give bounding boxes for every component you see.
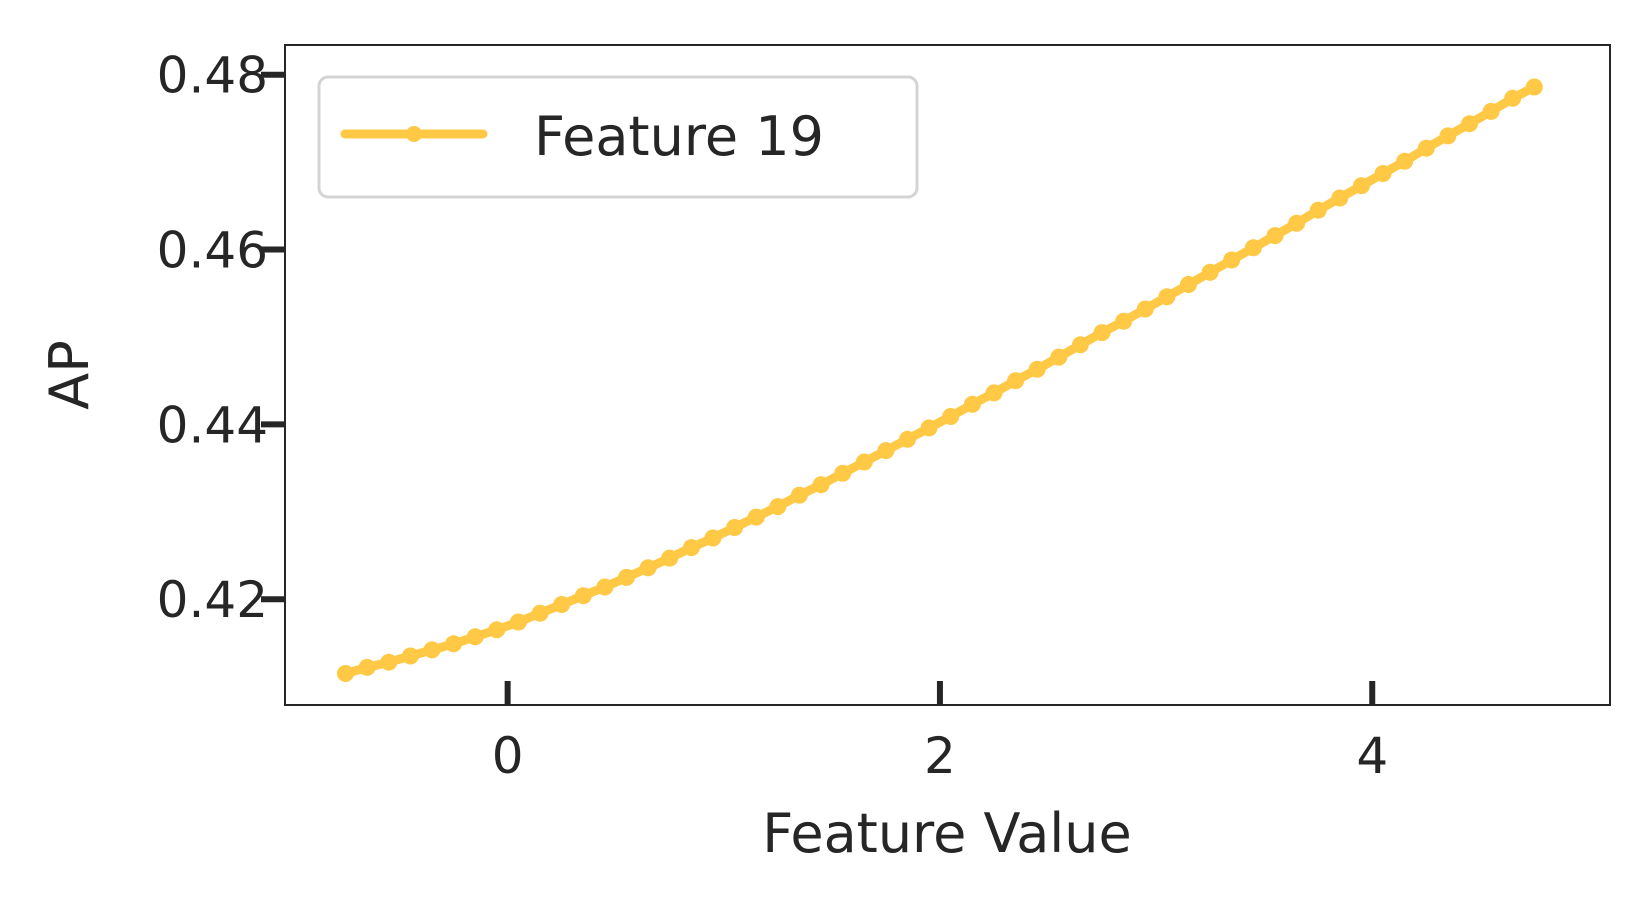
y-tick-label: 0.46 xyxy=(157,222,268,280)
x-axis-ticks: 0 2 4 xyxy=(492,681,1388,785)
data-point xyxy=(531,604,549,622)
data-point xyxy=(337,665,354,682)
data-point xyxy=(920,419,938,437)
data-point xyxy=(553,596,571,613)
x-tick-label: 0 xyxy=(492,727,524,785)
data-point xyxy=(1374,165,1392,182)
data-point xyxy=(1288,214,1306,232)
data-point xyxy=(1482,102,1500,120)
data-point xyxy=(1201,263,1219,281)
data-point xyxy=(466,628,484,646)
data-point xyxy=(1028,360,1046,378)
data-point xyxy=(488,621,506,639)
data-point xyxy=(1525,78,1543,96)
data-point xyxy=(1115,312,1133,330)
data-point xyxy=(747,508,765,526)
data-point xyxy=(509,613,527,631)
data-point xyxy=(1158,288,1176,306)
data-point xyxy=(985,384,1003,402)
data-point xyxy=(596,578,614,596)
data-point xyxy=(855,453,873,471)
legend-series-marker xyxy=(406,126,422,142)
data-point xyxy=(380,653,398,671)
data-point xyxy=(726,519,744,536)
y-axis-ticks: 0.42 0.44 0.46 0.48 xyxy=(157,47,285,629)
data-point xyxy=(769,498,787,516)
data-point xyxy=(704,529,722,547)
data-point xyxy=(1007,372,1025,390)
data-point xyxy=(1223,251,1241,269)
data-point xyxy=(1180,276,1197,293)
data-point xyxy=(1461,115,1478,133)
data-point xyxy=(1504,89,1522,107)
data-point xyxy=(618,568,635,586)
data-point xyxy=(812,476,830,494)
data-point xyxy=(574,587,592,605)
y-axis-label: AP xyxy=(38,340,101,410)
data-point xyxy=(682,539,700,557)
y-tick-label: 0.42 xyxy=(157,571,268,629)
data-point xyxy=(963,395,981,413)
data-point xyxy=(1136,300,1154,318)
series-layer xyxy=(337,78,1543,682)
data-point xyxy=(401,647,419,665)
data-point xyxy=(1266,227,1284,245)
data-point xyxy=(1417,139,1435,157)
data-point xyxy=(639,559,657,577)
data-point xyxy=(358,658,376,676)
x-tick-label: 4 xyxy=(1356,727,1388,785)
data-point xyxy=(899,430,916,448)
x-axis-label: Feature Value xyxy=(762,802,1132,865)
data-point xyxy=(1352,177,1370,195)
data-point xyxy=(790,486,808,504)
data-point xyxy=(1050,348,1068,366)
data-point xyxy=(661,549,679,567)
data-point xyxy=(834,464,852,482)
data-point xyxy=(942,408,960,425)
y-tick-label: 0.48 xyxy=(157,47,268,105)
legend: Feature 19 xyxy=(317,75,919,199)
data-point xyxy=(1244,239,1262,257)
y-tick-label: 0.44 xyxy=(157,396,268,454)
legend-label: Feature 19 xyxy=(534,105,824,168)
data-point xyxy=(1396,152,1414,170)
legend-box xyxy=(317,75,919,199)
data-point xyxy=(877,442,895,460)
data-point xyxy=(1093,324,1111,342)
data-point xyxy=(1439,127,1457,145)
data-point xyxy=(1071,336,1089,354)
data-point xyxy=(1331,189,1349,207)
data-point xyxy=(445,635,463,653)
data-point xyxy=(1309,201,1327,219)
x-tick-label: 2 xyxy=(924,727,956,785)
data-point xyxy=(423,641,441,659)
